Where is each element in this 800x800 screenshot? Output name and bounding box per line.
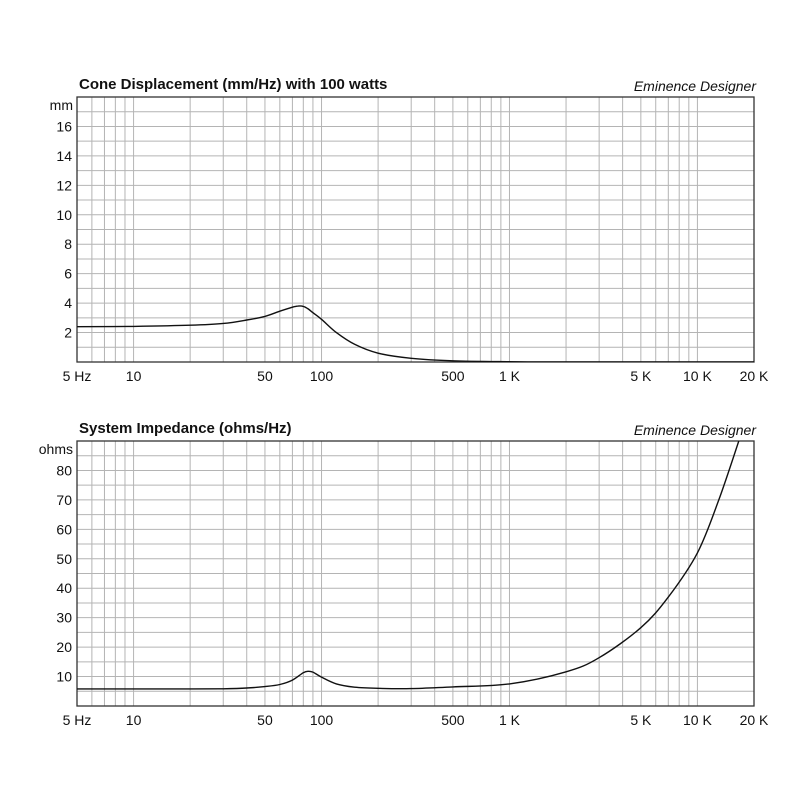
x-tick-label: 20 K bbox=[740, 368, 769, 384]
x-tick-label: 50 bbox=[257, 712, 273, 728]
x-tick-label: 10 K bbox=[683, 368, 712, 384]
y-tick-label: 10 bbox=[56, 207, 72, 223]
x-tick-label: 5 Hz bbox=[63, 712, 92, 728]
y-tick-label: 60 bbox=[56, 521, 72, 537]
x-tick-label: 100 bbox=[310, 368, 334, 384]
x-tick-label: 500 bbox=[441, 368, 465, 384]
x-tick-label: 5 Hz bbox=[63, 368, 92, 384]
x-tick-label: 1 K bbox=[499, 368, 521, 384]
displacement-curve bbox=[77, 305, 754, 362]
y-tick-label: 80 bbox=[56, 462, 72, 478]
y-tick-label: 20 bbox=[56, 639, 72, 655]
chart-title: System Impedance (ohms/Hz) bbox=[79, 420, 292, 437]
x-tick-label: 500 bbox=[441, 712, 465, 728]
chart-title: Cone Displacement (mm/Hz) with 100 watts bbox=[79, 76, 387, 93]
x-tick-label: 20 K bbox=[740, 712, 769, 728]
y-tick-label: 4 bbox=[64, 295, 72, 311]
displacement-chart: Cone Displacement (mm/Hz) with 100 watts… bbox=[50, 76, 769, 384]
y-tick-label: 6 bbox=[64, 266, 72, 282]
y-tick-label: 40 bbox=[56, 580, 72, 596]
y-tick-label: 10 bbox=[56, 669, 72, 685]
y-tick-label: 50 bbox=[56, 551, 72, 567]
y-axis-unit: ohms bbox=[39, 441, 73, 457]
y-axis-unit: mm bbox=[50, 97, 73, 113]
y-tick-label: 2 bbox=[64, 325, 72, 341]
x-tick-label: 5 K bbox=[630, 368, 652, 384]
y-tick-label: 16 bbox=[56, 118, 72, 134]
plot-frame bbox=[76, 96, 755, 363]
plot-frame bbox=[76, 440, 755, 707]
x-tick-label: 10 K bbox=[683, 712, 712, 728]
brand-label: Eminence Designer bbox=[634, 422, 758, 438]
x-tick-label: 10 bbox=[126, 368, 142, 384]
x-tick-label: 1 K bbox=[499, 712, 521, 728]
impedance-curve bbox=[77, 441, 740, 690]
x-tick-label: 100 bbox=[310, 712, 334, 728]
y-tick-label: 8 bbox=[64, 236, 72, 252]
y-tick-label: 12 bbox=[56, 177, 72, 193]
y-tick-label: 14 bbox=[56, 148, 72, 164]
x-tick-label: 50 bbox=[257, 368, 273, 384]
impedance-chart: System Impedance (ohms/Hz) Eminence Desig… bbox=[39, 420, 769, 728]
x-tick-label: 5 K bbox=[630, 712, 652, 728]
brand-label: Eminence Designer bbox=[634, 78, 758, 94]
y-tick-label: 70 bbox=[56, 492, 72, 508]
x-tick-label: 10 bbox=[126, 712, 142, 728]
y-tick-label: 30 bbox=[56, 610, 72, 626]
